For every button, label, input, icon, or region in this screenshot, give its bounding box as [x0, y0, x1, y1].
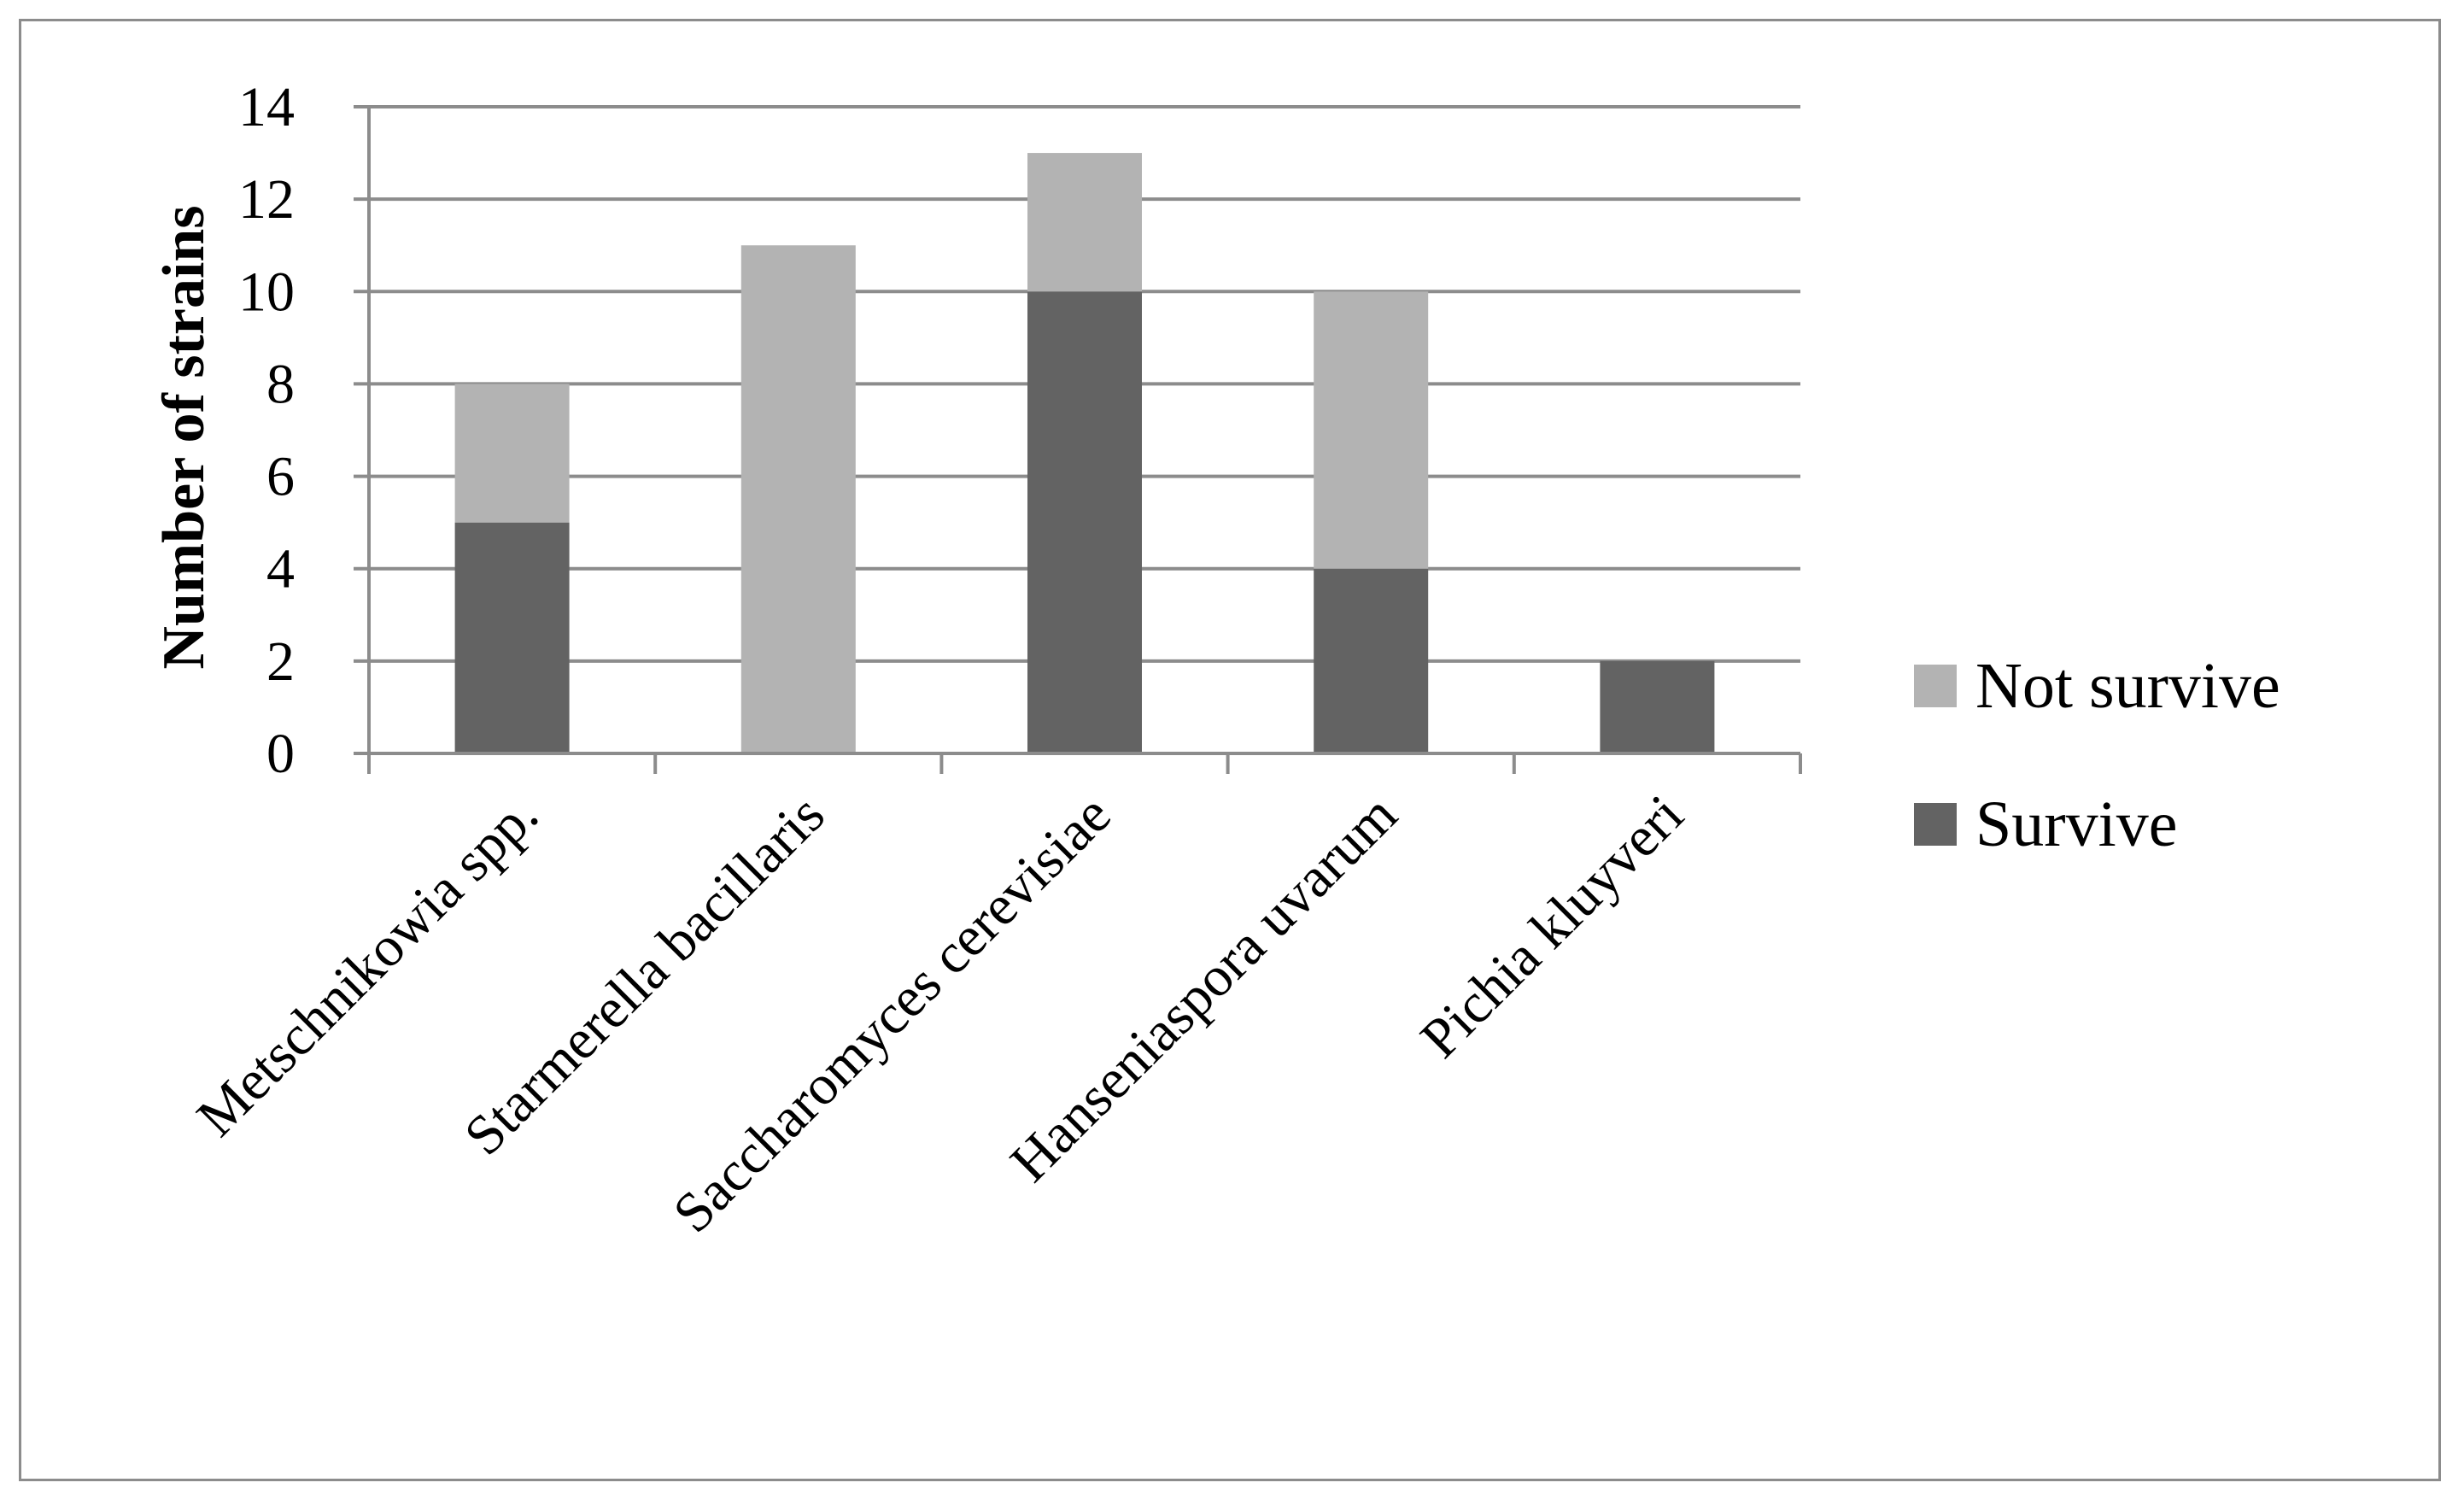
- bar-survive: [1314, 568, 1429, 753]
- y-tick-label: 2: [266, 630, 295, 693]
- bar-not-survive: [454, 384, 570, 523]
- bar-not-survive: [1314, 291, 1429, 569]
- y-tick-label: 6: [266, 446, 295, 508]
- legend-swatch: [1914, 665, 1957, 707]
- x-category-labels: Metschnikowia spp.Starmerella bacillaris…: [185, 783, 1695, 1245]
- bar-not-survive: [1027, 153, 1142, 292]
- x-category-label: Pichia kluyveri: [1409, 783, 1695, 1069]
- y-tick-label: 0: [266, 723, 295, 785]
- legend-label: Survive: [1975, 788, 2177, 860]
- chart-frame: [19, 19, 2441, 1481]
- legend-label: Not survive: [1975, 650, 2280, 722]
- bars: [454, 153, 1715, 753]
- y-axis-title: Number of strains: [151, 205, 217, 669]
- bar-survive: [454, 522, 570, 753]
- y-tick-label: 14: [238, 76, 295, 138]
- bar-survive: [1027, 291, 1142, 753]
- y-tick-label: 10: [238, 261, 295, 323]
- y-tick-label: 8: [266, 353, 295, 415]
- y-tick-label: 12: [238, 168, 295, 231]
- axes: [354, 105, 1802, 774]
- legend-swatch: [1914, 803, 1957, 846]
- y-tick-labels: 0 2 4 6 8 10 12 14: [238, 76, 295, 785]
- y-tick-label: 4: [266, 538, 295, 601]
- bar-survive: [1600, 660, 1715, 753]
- legend: Not survive Survive: [1914, 650, 2280, 860]
- bar-not-survive: [740, 245, 856, 753]
